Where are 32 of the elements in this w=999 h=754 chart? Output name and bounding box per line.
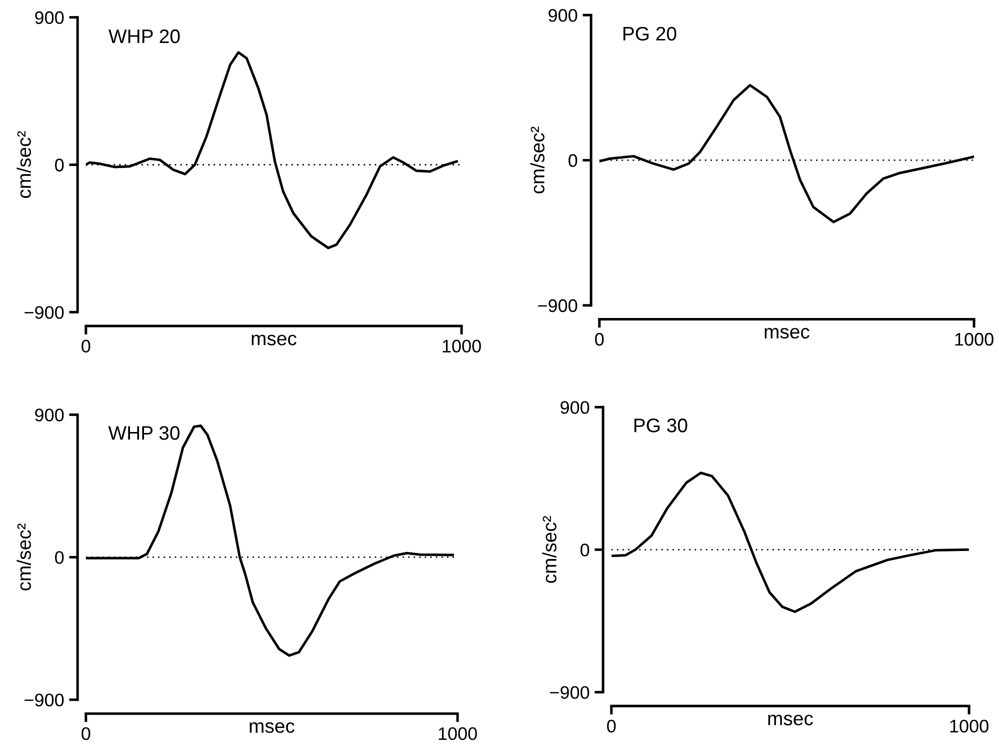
y-tick-label: 0	[55, 158, 64, 172]
y-axis-title: cm/sec²	[16, 524, 31, 590]
y-tick-label: −900	[24, 306, 64, 319]
y-tick-label: −900	[550, 686, 590, 699]
y-axis-title: cm/sec²	[530, 126, 544, 194]
y-tick-label: 0	[568, 154, 578, 167]
chart-title: WHP 30	[108, 426, 180, 440]
x-tick-label: 0	[82, 340, 90, 352]
chart-title: PG 30	[634, 418, 688, 432]
y-tick-label: 900	[35, 408, 64, 422]
x-axis-title: msec	[252, 334, 296, 346]
x-axis-title: msec	[764, 328, 810, 339]
y-tick-label: 0	[580, 544, 590, 556]
x-tick-label: 0	[595, 332, 604, 346]
y-tick-label: −900	[24, 694, 64, 706]
x-axis-title: msec	[768, 714, 813, 726]
x-axis-title: msec	[250, 722, 294, 733]
x-tick-label: 0	[82, 727, 90, 740]
x-tick-label: 1000	[438, 727, 477, 740]
x-tick-label: 0	[607, 720, 616, 733]
y-tick-label: 900	[35, 11, 64, 24]
chart-title: PG 20	[623, 26, 676, 41]
y-tick-label: 0	[55, 551, 64, 564]
x-tick-label: 1000	[442, 340, 481, 352]
y-tick-label: 900	[560, 401, 590, 414]
x-tick-label: 1000	[955, 332, 994, 346]
x-tick-label: 1000	[950, 720, 988, 733]
y-axis-title: cm/sec²	[542, 516, 556, 583]
y-axis-title: cm/sec²	[16, 131, 31, 198]
y-tick-label: 900	[548, 9, 578, 22]
y-tick-label: −900	[538, 299, 578, 312]
chart-title: WHP 20	[108, 29, 180, 44]
